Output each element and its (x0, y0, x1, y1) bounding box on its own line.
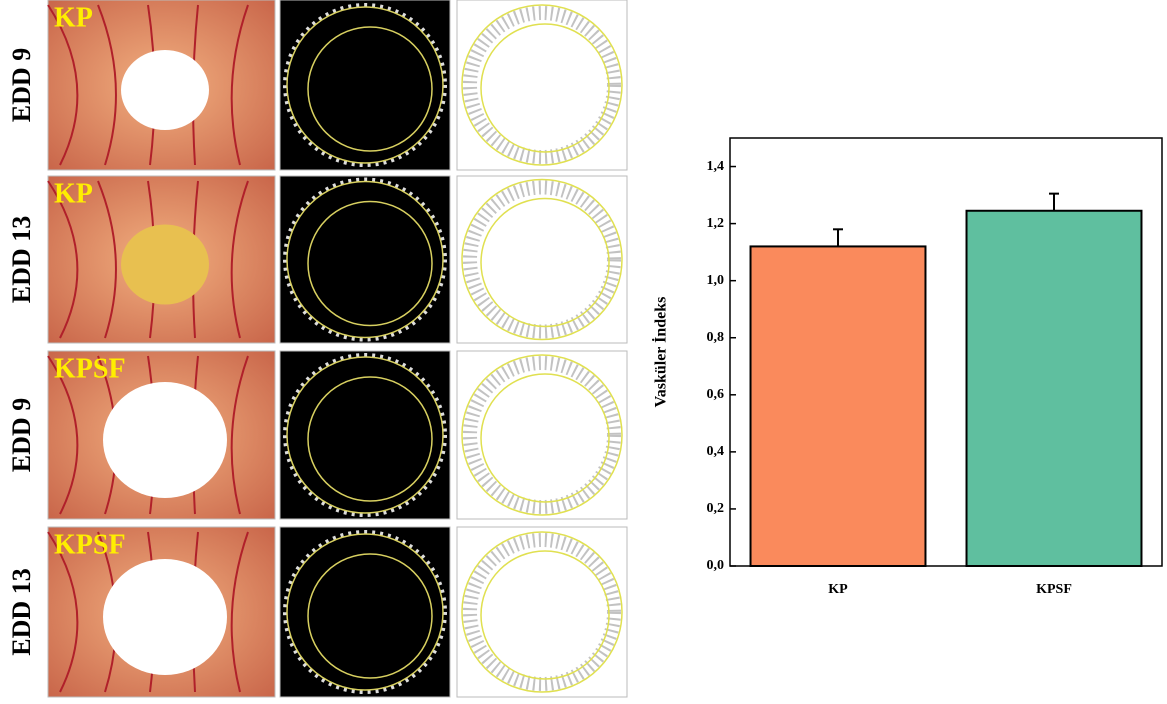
photo-label: KP (54, 178, 93, 209)
mask-image (457, 0, 627, 170)
bar-chart: 0,0 0,2 0,4 0,6 0,8 1,0 1,2 1,4 Vasküler İndeks K… (651, 138, 1162, 597)
binary-image (280, 527, 450, 697)
row-label: EDD 13 (7, 216, 36, 303)
row-label: EDD 9 (7, 48, 36, 122)
row-label: EDD 9 (7, 398, 36, 472)
implant (103, 559, 227, 675)
y-tick-label: 1,0 (707, 273, 725, 288)
y-tick-label: 0,6 (707, 387, 725, 402)
x-tick-label: KPSF (1036, 582, 1072, 597)
y-tick-label: 1,4 (707, 159, 725, 174)
mask-image (457, 351, 627, 519)
x-tick-label: KP (828, 582, 848, 597)
bar (967, 211, 1142, 566)
bar (751, 246, 926, 566)
binary-image (280, 0, 450, 170)
implant (121, 50, 209, 130)
image-panels: EDD 9 KP EDD 13 KP EDD 9 KPSF EDD 13 KPSF (7, 0, 627, 697)
photo-label: KPSF (54, 529, 126, 560)
row-label: EDD 13 (7, 568, 36, 655)
implant (103, 382, 227, 498)
figure: EDD 9KPEDD 13KPEDD 9KPSFEDD 13KPSF 0,00,… (0, 0, 1167, 704)
implant (121, 225, 209, 305)
binary-image (280, 351, 450, 519)
y-tick-label: 1,2 (707, 216, 725, 231)
y-tick-label: 0,8 (707, 330, 725, 345)
mask-image (457, 176, 627, 343)
y-tick-label: 0,2 (707, 501, 725, 516)
photo-label: KPSF (54, 353, 126, 384)
mask-image (457, 527, 627, 697)
y-tick-label: 0,0 (707, 558, 725, 573)
y-axis-label: Vasküler İndeks (651, 297, 670, 408)
y-tick-label: 0,4 (707, 444, 725, 459)
photo-label: KP (54, 2, 93, 33)
